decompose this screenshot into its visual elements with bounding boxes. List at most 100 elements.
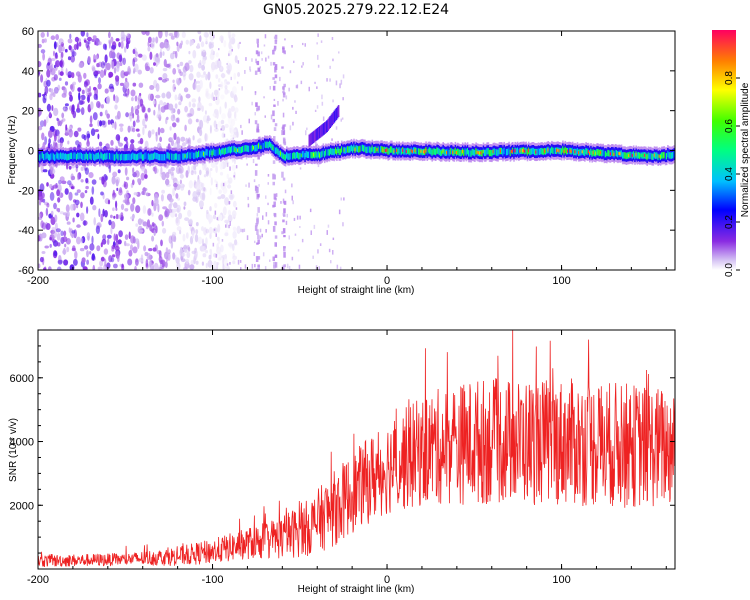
noise-blob [168, 32, 174, 37]
noise-blob [233, 157, 236, 165]
noise-blob [106, 234, 112, 239]
noise-blob [235, 165, 238, 169]
noise-blob [335, 80, 338, 86]
noise-blob [265, 57, 267, 62]
noise-blob [43, 266, 47, 270]
noise-blob [123, 136, 128, 142]
noise-blob [120, 41, 124, 49]
trace-core [421, 149, 424, 156]
noise-blob [84, 39, 87, 43]
noise-blob [227, 177, 233, 184]
trace-core [334, 147, 337, 154]
noise-blob [135, 223, 139, 227]
noise-blob [53, 41, 57, 50]
trace-core [158, 154, 161, 161]
vertical-streak [272, 49, 275, 55]
noise-blob [227, 209, 231, 216]
noise-blob [100, 256, 105, 262]
trace-core [229, 147, 232, 154]
noise-blob [177, 108, 181, 115]
noise-blob [330, 260, 332, 264]
noise-blob [38, 107, 42, 116]
trace-core [437, 147, 440, 155]
trace-peak [514, 149, 517, 153]
noise-blob [118, 41, 121, 48]
noise-blob [310, 230, 312, 235]
noise-blob [125, 140, 129, 149]
vertical-streak [254, 225, 258, 231]
noise-blob [70, 55, 75, 63]
noise-blob [224, 84, 228, 90]
noise-blob [158, 31, 163, 39]
noise-blob [186, 112, 192, 118]
noise-blob [115, 75, 120, 82]
trace-core [60, 152, 62, 159]
noise-blob [101, 120, 106, 126]
noise-blob [185, 93, 191, 99]
noise-blob [236, 225, 241, 234]
trace-core [38, 153, 40, 160]
noise-blob [147, 130, 152, 139]
noise-blob [81, 134, 86, 139]
noise-blob [132, 82, 137, 87]
noise-blob [56, 242, 61, 247]
noise-blob [315, 141, 317, 147]
trace-core [637, 152, 640, 159]
noise-blob [50, 216, 56, 226]
trace-core [235, 147, 238, 154]
noise-blob [212, 242, 215, 247]
noise-blob [132, 236, 136, 244]
noise-blob [90, 128, 96, 137]
noise-blob [49, 111, 52, 118]
noise-blob [194, 81, 198, 85]
noise-blob [162, 51, 165, 56]
noise-blob [118, 142, 123, 147]
noise-blob [331, 37, 334, 40]
noise-blob [112, 207, 115, 212]
noise-blob [174, 86, 177, 90]
vertical-streak [254, 120, 258, 125]
noise-blob [76, 189, 81, 194]
trace-core [297, 151, 299, 159]
noise-blob [212, 113, 216, 117]
trace-core [66, 154, 68, 161]
noise-blob [206, 93, 212, 100]
noise-blob [162, 206, 168, 210]
noise-blob [201, 261, 204, 266]
trace-core [515, 148, 518, 155]
noise-blob [73, 44, 78, 51]
noise-blob [191, 98, 197, 103]
noise-blob [295, 85, 298, 89]
trace-core [99, 154, 101, 161]
noise-blob [119, 126, 124, 133]
colorbar-tick-label: 0.8 [724, 71, 735, 85]
trace-core [134, 153, 137, 161]
vertical-streak [282, 124, 285, 130]
noise-blob [114, 121, 117, 130]
trace-core [299, 152, 301, 160]
trace-core [152, 153, 155, 160]
noise-blob [117, 255, 120, 263]
trace-peak [422, 150, 425, 154]
noise-blob [102, 43, 107, 50]
trace-peak [643, 153, 647, 157]
trace-peak [424, 150, 427, 154]
trace-core [661, 152, 663, 159]
trace-core [553, 147, 556, 155]
trace-core [166, 152, 168, 159]
trace-peak [527, 149, 531, 153]
vertical-streak [273, 48, 276, 52]
noise-blob [140, 254, 144, 262]
trace-core [475, 148, 477, 155]
noise-blob [186, 251, 191, 259]
trace-core [63, 153, 66, 161]
noise-blob [299, 226, 301, 228]
noise-blob [89, 243, 95, 251]
noise-blob [146, 219, 151, 228]
noise-blob [50, 210, 54, 216]
noise-blob [218, 48, 220, 51]
vertical-streak [274, 221, 277, 226]
trace-peak [524, 149, 527, 153]
trace-peak [202, 152, 205, 156]
